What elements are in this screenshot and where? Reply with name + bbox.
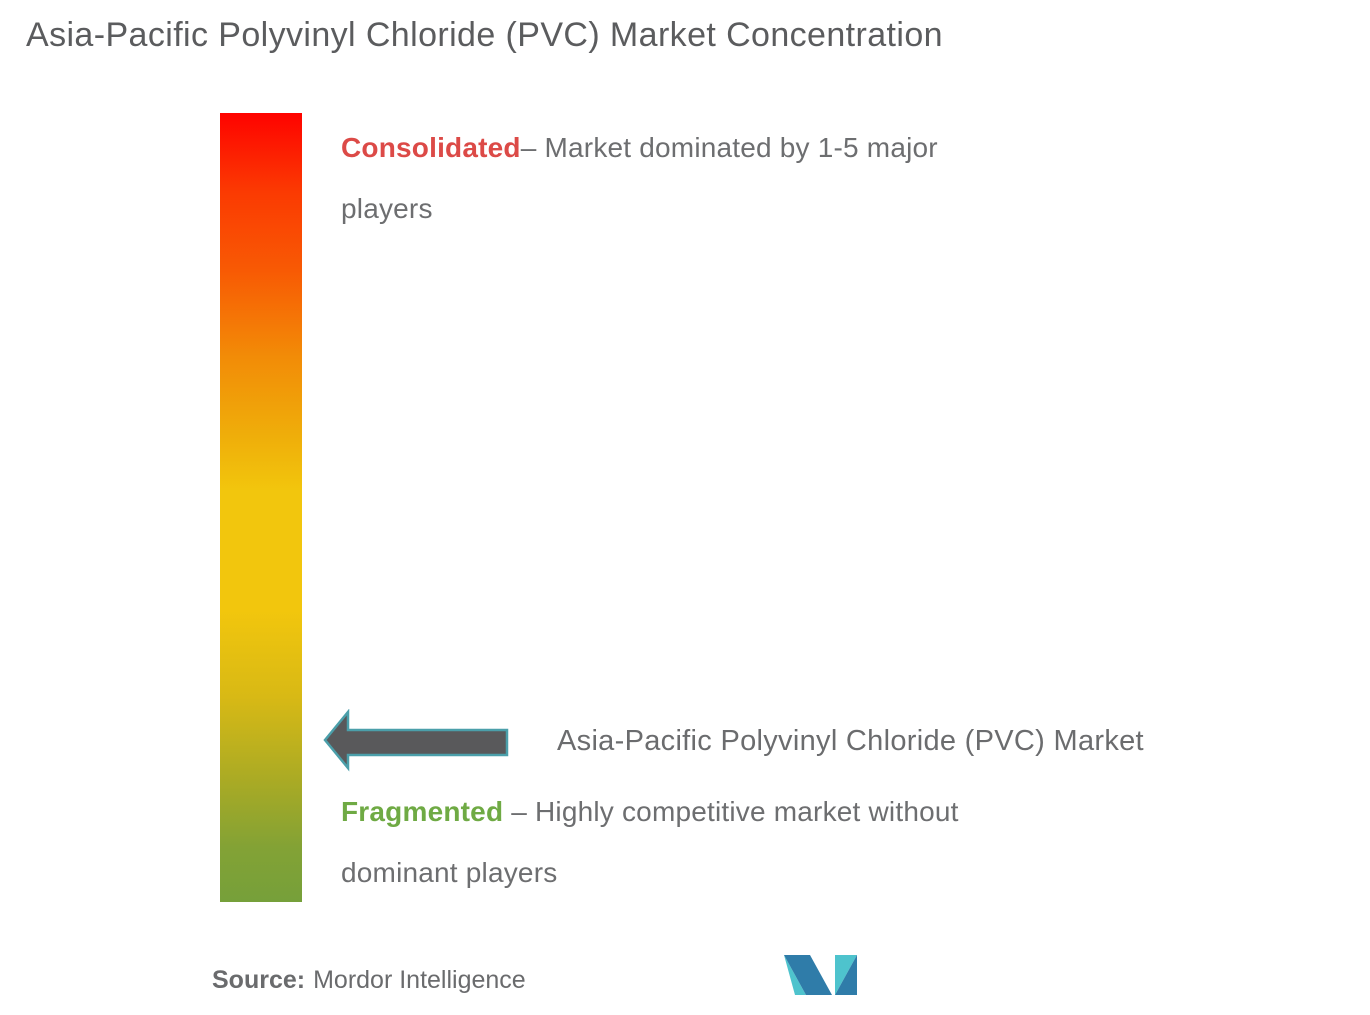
consolidated-label: Consolidated xyxy=(341,132,521,163)
left-arrow-icon xyxy=(323,709,509,772)
consolidated-description: – Market dominated by 1-5 major players xyxy=(341,132,938,224)
consolidated-annotation: Consolidated– Market dominated by 1-5 ma… xyxy=(341,117,1041,239)
fragmented-annotation: Fragmented – Highly competitive market w… xyxy=(341,781,1061,903)
logo-right-blue-triangle xyxy=(835,955,857,995)
source-note: Source: Mordor Intelligence xyxy=(212,963,526,997)
fragmented-description: – Highly competitive market without domi… xyxy=(341,796,959,888)
source-label: Source: xyxy=(212,966,306,994)
fragmented-label: Fragmented xyxy=(341,796,504,827)
market-marker-label: Asia-Pacific Polyvinyl Chloride (PVC) Ma… xyxy=(557,725,1144,757)
left-arrow-shape xyxy=(323,709,509,772)
mordor-intelligence-logo-icon xyxy=(784,955,857,995)
concentration-gradient-bar xyxy=(220,113,302,902)
source-value: Mordor Intelligence xyxy=(313,966,526,994)
page-title: Asia-Pacific Polyvinyl Chloride (PVC) Ma… xyxy=(26,16,943,54)
logo-diagonal-blue-parallelogram xyxy=(784,955,832,995)
